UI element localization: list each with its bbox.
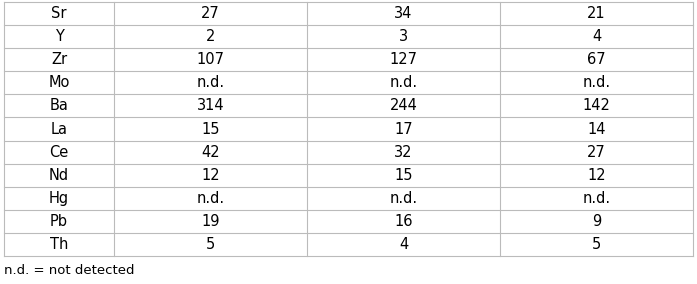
Text: 19: 19	[201, 214, 220, 229]
Text: 27: 27	[587, 145, 606, 160]
Text: 34: 34	[395, 6, 413, 21]
Text: 27: 27	[201, 6, 220, 21]
Text: n.d.: n.d.	[197, 75, 224, 90]
Text: Pb: Pb	[50, 214, 68, 229]
Text: n.d.: n.d.	[390, 191, 418, 206]
Text: Zr: Zr	[51, 52, 67, 67]
Text: 42: 42	[201, 145, 220, 160]
Text: 2: 2	[206, 29, 215, 44]
Text: 12: 12	[201, 168, 220, 183]
Text: 14: 14	[588, 122, 606, 137]
Text: Y: Y	[54, 29, 63, 44]
Text: 12: 12	[588, 168, 606, 183]
Text: 67: 67	[588, 52, 606, 67]
Text: 17: 17	[395, 122, 413, 137]
Text: 5: 5	[592, 237, 602, 252]
Text: Sr: Sr	[52, 6, 67, 21]
Text: 142: 142	[583, 99, 611, 113]
Text: 32: 32	[395, 145, 413, 160]
Text: La: La	[51, 122, 68, 137]
Text: n.d.: n.d.	[390, 75, 418, 90]
Text: n.d. = not detected: n.d. = not detected	[4, 264, 135, 277]
Text: 127: 127	[390, 52, 418, 67]
Text: n.d.: n.d.	[583, 75, 611, 90]
Text: Ba: Ba	[49, 99, 68, 113]
Text: Hg: Hg	[49, 191, 69, 206]
Text: 15: 15	[395, 168, 413, 183]
Text: 107: 107	[197, 52, 224, 67]
Text: 5: 5	[206, 237, 215, 252]
Text: 4: 4	[592, 29, 602, 44]
Text: 15: 15	[201, 122, 220, 137]
Text: 3: 3	[399, 29, 408, 44]
Text: Mo: Mo	[48, 75, 70, 90]
Text: Ce: Ce	[49, 145, 69, 160]
Text: 16: 16	[395, 214, 413, 229]
Text: 9: 9	[592, 214, 602, 229]
Text: Nd: Nd	[49, 168, 69, 183]
Text: 314: 314	[197, 99, 224, 113]
Text: 4: 4	[399, 237, 408, 252]
Text: 21: 21	[588, 6, 606, 21]
Text: n.d.: n.d.	[197, 191, 224, 206]
Text: Th: Th	[50, 237, 68, 252]
Text: n.d.: n.d.	[583, 191, 611, 206]
Text: 244: 244	[390, 99, 418, 113]
